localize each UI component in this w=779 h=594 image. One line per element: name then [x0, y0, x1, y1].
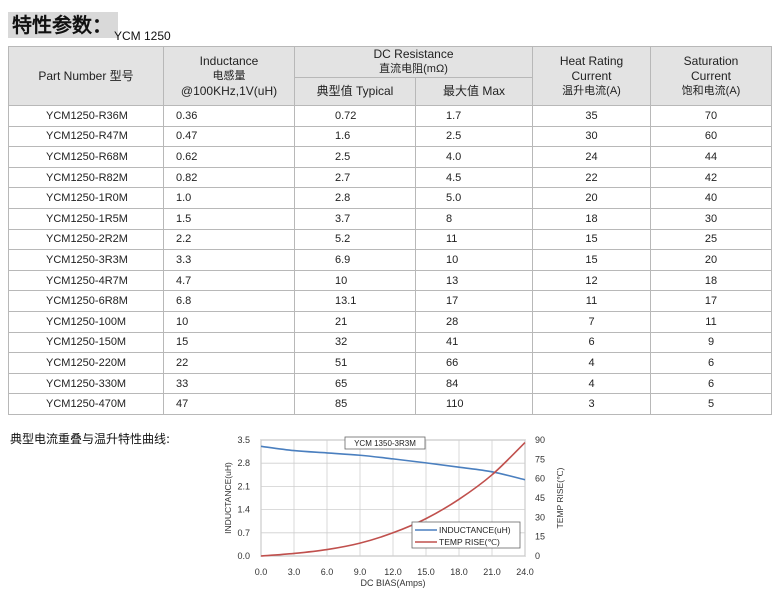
x-tick-label: 24.0 [516, 567, 534, 577]
table-row: YCM1250-R36M 0.36 0.72 1.7 35 70 [8, 105, 772, 127]
header-inductance: Inductance 电感量 @100KHz,1V(uH) [163, 46, 295, 106]
y2-tick-label: 0 [535, 551, 540, 561]
x-tick-label: 0.0 [255, 567, 268, 577]
cell-part-number: YCM1250-R47M [8, 125, 164, 148]
x-tick-label: 12.0 [384, 567, 402, 577]
y-tick-label: 0.7 [237, 528, 250, 538]
header-max: 最大值 Max [415, 77, 533, 106]
legend-label: INDUCTANCE(uH) [439, 525, 511, 535]
inductance-series-line [260, 445, 526, 481]
cell-part-number: YCM1250-150M [8, 331, 164, 354]
table-row: YCM1250-R82M 0.82 2.7 4.5 22 42 [8, 166, 772, 189]
y2-tick-label: 90 [535, 435, 545, 445]
chart-title-box [344, 436, 426, 450]
cell-dcr-max: 110 [415, 393, 533, 415]
y-tick-label: 0.0 [237, 551, 250, 561]
x-tick-label: 3.0 [288, 567, 301, 577]
cell-part-number: YCM1250-3R3M [8, 249, 164, 271]
table-row: YCM1250-330M 33 65 84 4 6 [8, 372, 772, 395]
cell-heat-rating: 15 [532, 249, 651, 271]
header-dc-resistance: DC Resistance 直流电阻(mΩ) [294, 46, 533, 78]
table-row: YCM1250-2R2M 2.2 5.2 11 15 25 [8, 228, 772, 251]
x-tick-label: 6.0 [321, 567, 334, 577]
cell-dcr-typical: 0.72 [294, 105, 416, 127]
table-row: YCM1250-R47M 0.47 1.6 2.5 30 60 [8, 125, 772, 148]
table-row: YCM1250-100M 10 21 28 7 11 [8, 310, 772, 333]
cell-dcr-typical: 85 [294, 393, 416, 415]
curve-caption: 典型电流重叠与温升特性曲线: [10, 432, 171, 446]
table-row: YCM1250-1R5M 1.5 3.7 8 18 30 [8, 207, 772, 230]
table-row: YCM1250-150M 15 32 41 6 9 [8, 331, 772, 354]
model-name: YCM 1250 [114, 29, 171, 43]
table-row: YCM1250-6R8M 6.8 13.1 17 11 17 [8, 290, 772, 312]
table-row: YCM1250-220M 22 51 66 4 6 [8, 352, 772, 374]
cell-dcr-max: 84 [415, 372, 533, 395]
y2-axis-label: TEMP RISE(℃) [555, 467, 565, 528]
cell-inductance: 0.82 [163, 166, 295, 189]
table-row: YCM1250-470M 47 85 110 3 5 [8, 393, 772, 415]
header-saturation: Saturation Current 饱和电流(A) [650, 46, 772, 106]
cell-saturation: 5 [650, 393, 772, 415]
header-heat-rating: Heat Rating Current 温升电流(A) [532, 46, 651, 106]
y-axis-label: INDUCTANCE(uH) [223, 462, 233, 534]
table-row: YCM1250-1R0M 1.0 2.8 5.0 20 40 [8, 187, 772, 209]
page-heading: 特性参数： [8, 12, 118, 38]
cell-dcr-max: 1.7 [415, 105, 533, 127]
cell-part-number: YCM1250-R68M [8, 146, 164, 168]
x-tick-label: 9.0 [354, 567, 367, 577]
x-tick-label: 21.0 [483, 567, 501, 577]
y2-tick-label: 75 [535, 454, 545, 464]
x-tick-label: 15.0 [417, 567, 435, 577]
y2-tick-label: 60 [535, 474, 545, 484]
temp-rise-series-line [260, 442, 526, 557]
chart-title: YCM 1350-3R3M [354, 439, 416, 448]
spec-table: Part Number 型号 Inductance 电感量 @100KHz,1V… [8, 46, 772, 415]
y-tick-label: 2.8 [237, 458, 250, 468]
cell-saturation: 6 [650, 352, 772, 374]
cell-dcr-typical: 6.9 [294, 249, 416, 271]
y2-tick-label: 30 [535, 512, 545, 522]
cell-inductance: 10 [163, 310, 295, 333]
x-axis-label: DC BIAS(Amps) [360, 578, 425, 588]
legend-box [411, 521, 521, 549]
y2-tick-label: 15 [535, 532, 545, 542]
y-tick-label: 3.5 [237, 435, 250, 445]
cell-part-number: YCM1250-470M [8, 393, 164, 415]
cell-part-number: YCM1250-R82M [8, 166, 164, 189]
y2-tick-label: 45 [535, 493, 545, 503]
cell-dcr-max: 4.5 [415, 166, 533, 189]
x-tick-label: 18.0 [450, 567, 468, 577]
header-typical: 典型值 Typical [294, 77, 416, 106]
legend-label: TEMP RISE(℃) [439, 537, 500, 547]
table-row: YCM1250-3R3M 3.3 6.9 10 15 20 [8, 249, 772, 271]
y-tick-label: 2.1 [237, 481, 250, 491]
y-tick-label: 1.4 [237, 505, 250, 515]
